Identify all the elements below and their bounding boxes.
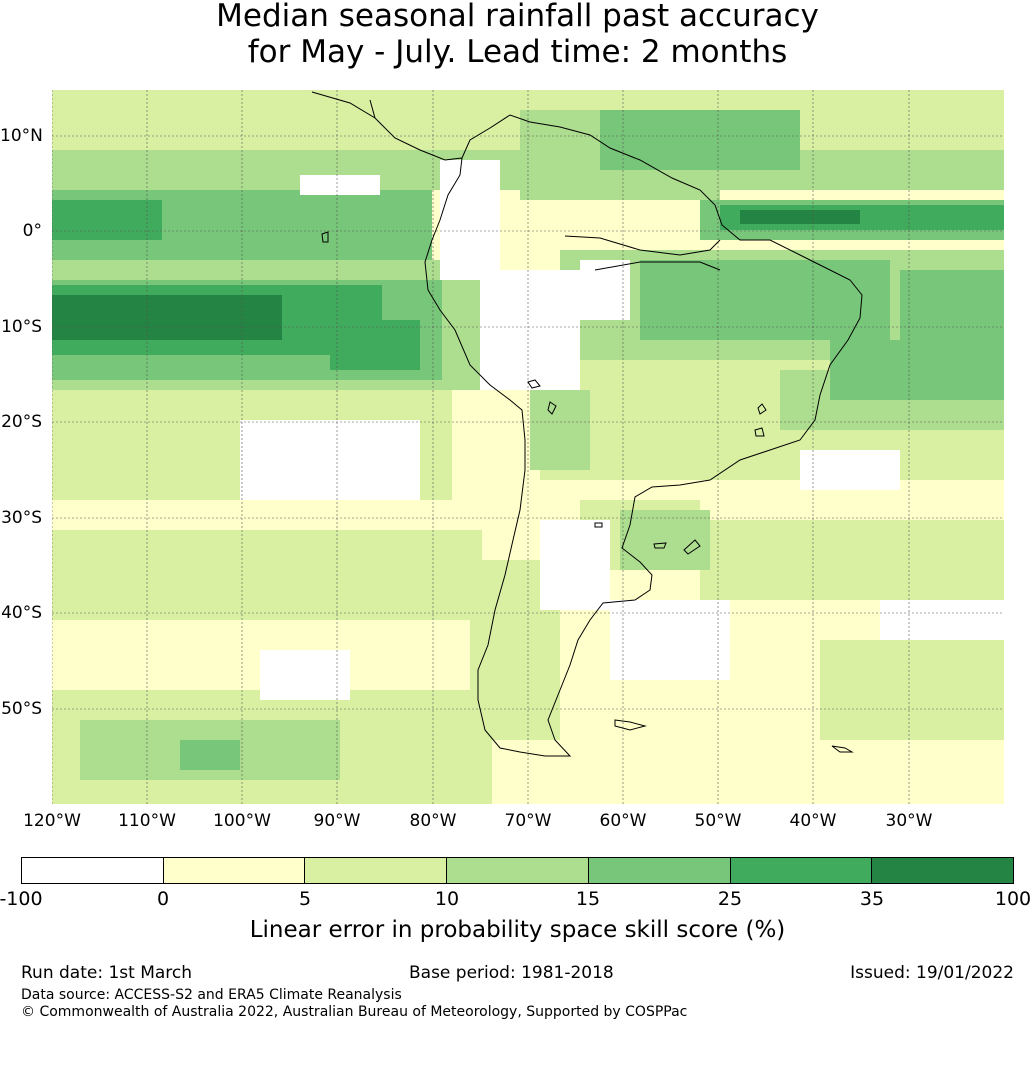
colorbar-segment — [872, 858, 1014, 883]
lat-label-0: 0° — [22, 221, 42, 241]
lat-label-40s: 40°S — [1, 603, 42, 623]
colorbar-tick: 35 — [859, 888, 885, 910]
colorbar-tick: 0 — [156, 888, 170, 910]
colorbar-tick: 15 — [575, 888, 601, 910]
colorbar-tick: 10 — [434, 888, 460, 910]
lon-label-80w: 80°W — [409, 811, 457, 831]
colorbar-tick: 25 — [717, 888, 743, 910]
map-plot-area — [52, 90, 1004, 804]
map-title-line2: for May - July. Lead time: 2 months — [247, 34, 788, 70]
lon-label-100w: 100°W — [213, 811, 271, 831]
issued-date: Issued: 19/01/2022 — [850, 963, 1014, 983]
run-date: Run date: 1st March — [21, 963, 193, 983]
lon-label-70w: 70°W — [504, 811, 552, 831]
colorbar — [21, 857, 1014, 884]
lon-label-120w: 120°W — [23, 811, 81, 831]
lon-label-30w: 30°W — [885, 811, 933, 831]
colorbar-segment — [588, 858, 731, 883]
skill-band-35-100 — [52, 210, 860, 340]
coastline — [311, 91, 863, 757]
lat-label-50s: 50°S — [1, 699, 42, 719]
lon-label-50w: 50°W — [694, 811, 742, 831]
colorbar-tick: 5 — [298, 888, 312, 910]
lat-label-10s: 10°S — [1, 317, 42, 337]
map-title-line1: Median seasonal rainfall past accuracy — [216, 0, 819, 34]
colorbar-segment — [22, 858, 164, 883]
colorbar-segment — [305, 858, 448, 883]
colorbar-tick: -100 — [0, 888, 43, 910]
colorbar-segment — [730, 858, 873, 883]
lat-label-30s: 30°S — [1, 508, 42, 528]
lon-label-60w: 60°W — [599, 811, 647, 831]
colorbar-label: Linear error in probability space skill … — [249, 917, 786, 943]
colorbar-segment — [163, 858, 306, 883]
lon-label-110w: 110°W — [118, 811, 176, 831]
base-period: Base period: 1981-2018 — [409, 963, 614, 983]
lon-label-40w: 40°W — [789, 811, 837, 831]
colorbar-segment — [447, 858, 589, 883]
colorbar-tick: 100 — [994, 888, 1032, 910]
copyright: © Commonwealth of Australia 2022, Austra… — [21, 1004, 688, 1020]
graticule — [52, 90, 1004, 804]
lat-label-10n: 10°N — [0, 126, 43, 146]
data-source: Data source: ACCESS-S2 and ERA5 Climate … — [21, 987, 402, 1003]
lat-label-20s: 20°S — [1, 412, 42, 432]
skill-band-negative — [240, 160, 1004, 700]
lon-label-90w: 90°W — [313, 811, 361, 831]
